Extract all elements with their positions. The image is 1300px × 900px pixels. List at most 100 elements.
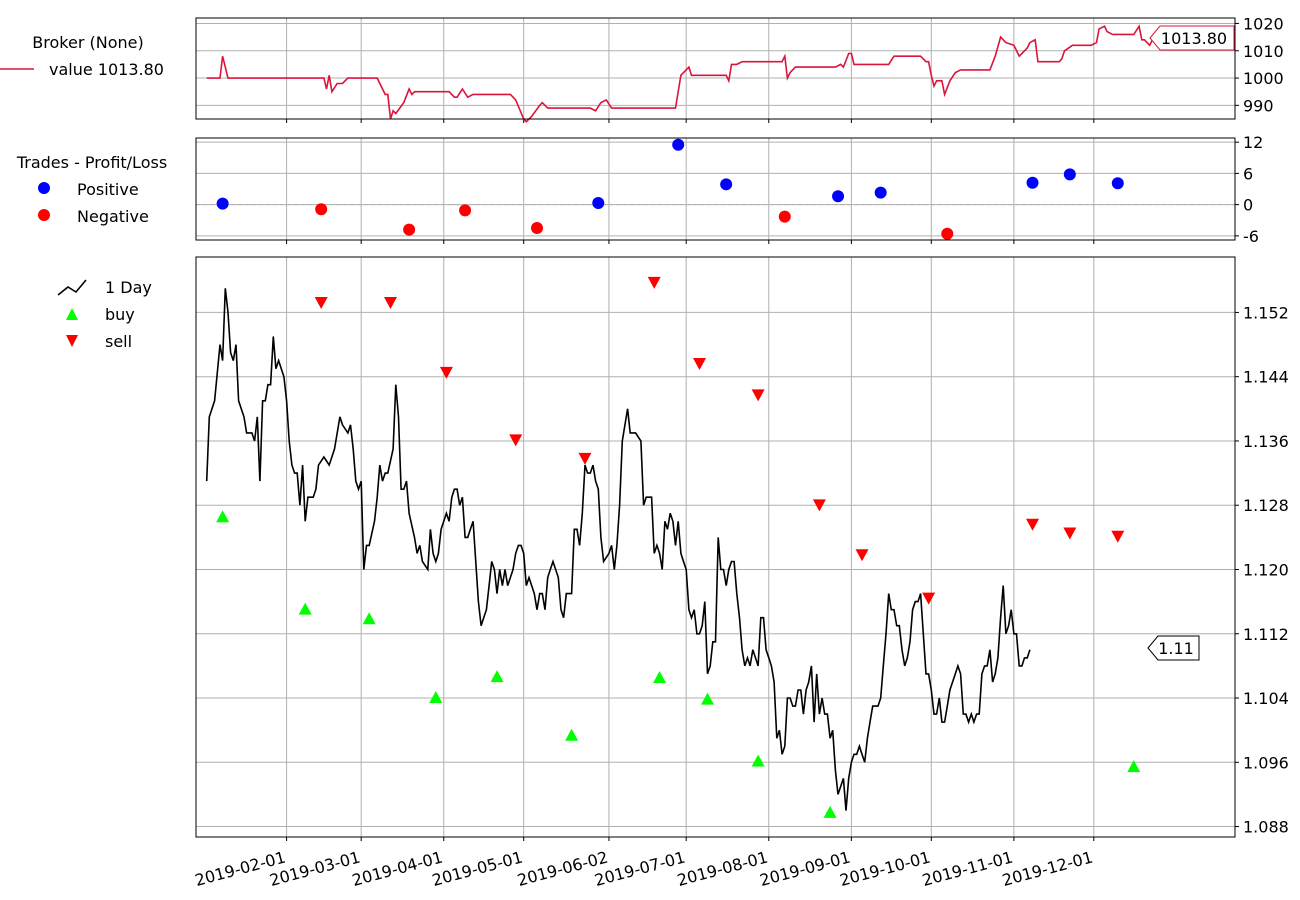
negative-trade-marker (459, 204, 472, 217)
buy-marker (362, 612, 376, 625)
trades-legend-title: Trades - Profit/Loss (16, 153, 167, 172)
price-legend-buy-label: buy (105, 305, 135, 324)
y-tick-label: 1.144 (1243, 368, 1289, 387)
price-legend-sell-label: sell (105, 332, 132, 351)
price-legend: 1 Day buy sell (57, 278, 152, 351)
positive-trade-marker (672, 138, 685, 151)
x-tick-label: 2019-09-01 (758, 848, 853, 890)
price-grid (196, 257, 1235, 841)
y-tick-label: 6 (1243, 164, 1253, 183)
broker-panel: 990 1000 1010 1020 1013.80 Broker (None) va… (0, 14, 1284, 123)
y-tick-label: 12 (1243, 133, 1263, 152)
x-tick-label: 2019-11-01 (920, 848, 1015, 890)
buy-marker (490, 670, 504, 683)
sell-marker (693, 358, 707, 371)
sell-marker (578, 452, 592, 465)
trades-markers (216, 138, 1124, 240)
sell-marker (922, 592, 936, 605)
sell-marker (439, 366, 453, 379)
broker-frame (195, 17, 1236, 120)
trades-legend-positive-marker (38, 182, 50, 194)
negative-trade-marker (531, 222, 544, 235)
price-y-ticks: 1.088 1.096 1.104 1.112 1.120 1.128 1.136 1.144… (1235, 303, 1289, 837)
buy-marker (1127, 760, 1141, 773)
buy-marker (429, 691, 443, 704)
negative-trade-marker (403, 223, 416, 236)
broker-value-line (206, 24, 1174, 123)
buy-marker (751, 754, 765, 767)
buy-marker (565, 728, 579, 741)
negative-trade-marker (315, 203, 328, 216)
sell-marker (1063, 527, 1077, 540)
positive-trade-marker (216, 197, 229, 210)
y-tick-label: 1.088 (1243, 818, 1289, 837)
trades-grid (196, 138, 1235, 244)
positive-trade-marker (1026, 176, 1039, 189)
broker-legend-value-label: value 1013.80 (49, 60, 164, 79)
y-tick-label: 0 (1243, 196, 1253, 215)
y-tick-label: 1000 (1243, 69, 1284, 88)
trades-legend-negative-marker (38, 209, 50, 221)
trades-legend: Trades - Profit/Loss Positive Negative (16, 153, 167, 226)
price-panel: 1.088 1.096 1.104 1.112 1.120 1.128 1.136 1.144… (57, 256, 1289, 841)
positive-trade-marker (1063, 168, 1076, 181)
trades-y-ticks: -6 0 6 12 (1235, 133, 1263, 246)
y-tick-label: 1.136 (1243, 432, 1289, 451)
x-tick-label: 2019-04-01 (350, 848, 445, 890)
price-last-value-label: 1.11 (1158, 639, 1194, 658)
negative-trade-marker (941, 227, 954, 240)
broker-y-ticks: 990 1000 1010 1020 (1235, 14, 1284, 115)
trades-legend-positive-label: Positive (77, 180, 139, 199)
price-legend-sell-marker (66, 335, 78, 347)
buy-marker (216, 510, 230, 523)
x-tick-label: 2019-12-01 (1000, 848, 1095, 890)
negative-trade-marker (778, 210, 791, 223)
y-tick-label: 1010 (1243, 42, 1284, 61)
broker-legend: Broker (None) value 1013.80 (0, 33, 164, 79)
positive-trade-marker (720, 178, 733, 191)
trades-panel: -6 0 6 12 Trades - Profit/Loss Positive Neg… (16, 133, 1264, 246)
sell-marker (1111, 530, 1125, 543)
positive-trade-marker (832, 190, 845, 203)
y-tick-label: 1.096 (1243, 753, 1289, 772)
broker-grid (196, 18, 1235, 123)
sell-marker (855, 549, 869, 562)
buy-marker (653, 670, 667, 683)
sell-marker (812, 499, 826, 512)
y-tick-label: 1.152 (1243, 303, 1289, 322)
y-tick-label: 990 (1243, 96, 1274, 115)
buy-marker (298, 602, 312, 615)
broker-last-value-tag: 1013.80 (1149, 25, 1235, 51)
x-tick-label: 2019-05-01 (430, 848, 525, 890)
price-line (205, 288, 1031, 811)
sell-marker (383, 296, 397, 309)
x-tick-label: 2019-08-01 (675, 848, 770, 890)
y-tick-label: -6 (1243, 227, 1259, 246)
price-legend-line-label: 1 Day (105, 278, 152, 297)
y-tick-label: 1.120 (1243, 560, 1289, 579)
price-frame (195, 256, 1236, 838)
y-tick-label: 1.128 (1243, 496, 1289, 515)
buy-sell-markers (216, 276, 1141, 818)
sell-marker (751, 389, 765, 402)
sell-marker (647, 276, 661, 289)
broker-legend-title: Broker (None) (32, 33, 143, 52)
sell-marker (509, 434, 523, 447)
trades-frame (195, 137, 1236, 241)
positive-trade-marker (592, 197, 605, 210)
price-last-value-tag: 1.11 (1147, 635, 1200, 661)
y-tick-label: 1.112 (1243, 625, 1289, 644)
price-legend-buy-marker (66, 308, 78, 320)
sell-marker (314, 296, 328, 309)
broker-last-value-label: 1013.80 (1161, 29, 1227, 48)
sell-marker (1026, 518, 1040, 531)
positive-trade-marker (1111, 177, 1124, 190)
positive-trade-marker (874, 186, 887, 199)
buy-marker (701, 692, 715, 705)
y-tick-label: 1020 (1243, 14, 1284, 33)
price-legend-line-swatch (57, 279, 87, 296)
x-tick-label: 2019-10-01 (838, 848, 933, 890)
trades-legend-negative-label: Negative (77, 207, 149, 226)
buy-marker (823, 805, 837, 818)
